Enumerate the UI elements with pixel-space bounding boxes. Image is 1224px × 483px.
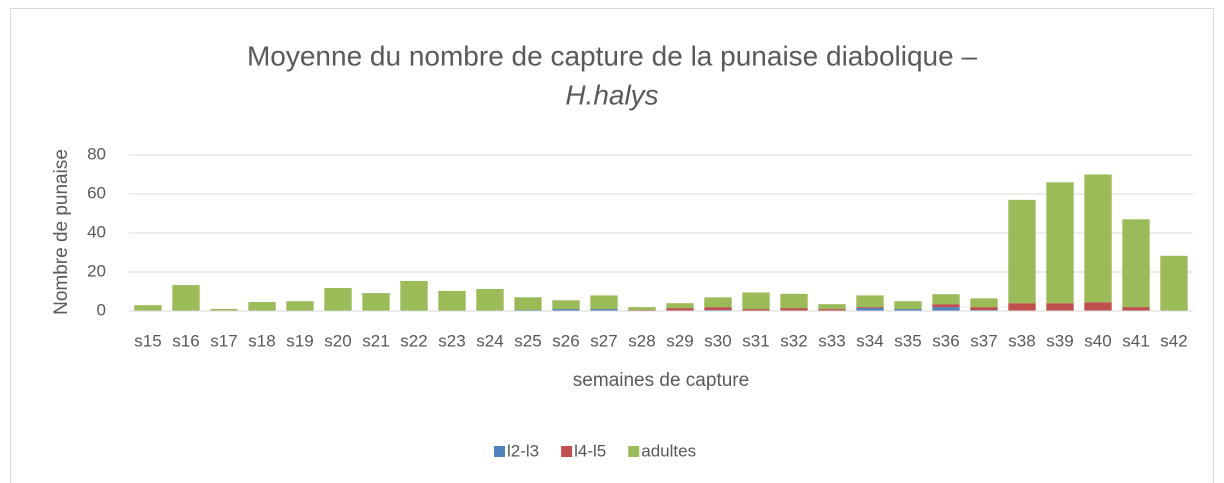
bar-segment <box>476 288 504 311</box>
bar-segment <box>970 298 998 308</box>
bar-segment <box>1084 302 1112 311</box>
bar-segment <box>210 309 238 311</box>
bar-segment <box>742 309 770 311</box>
bar-segment <box>1160 255 1188 311</box>
bar-segment <box>172 285 200 311</box>
x-tick-label: s18 <box>248 331 275 350</box>
chart-title: Moyenne du nombre de capture de la punai… <box>247 40 978 71</box>
bar-segment <box>248 302 276 311</box>
bar-segment <box>324 287 352 311</box>
bar-segment <box>1046 182 1074 304</box>
bar-segment <box>514 297 542 311</box>
x-tick-label: s32 <box>780 331 807 350</box>
legend-label: l4-l5 <box>574 441 606 460</box>
x-tick-label: s31 <box>742 331 769 350</box>
bar-segment <box>1008 199 1036 304</box>
bar-segment <box>856 295 884 308</box>
x-tick-label: s30 <box>704 331 731 350</box>
x-tick-label: s42 <box>1160 331 1187 350</box>
x-tick-label: s29 <box>666 331 693 350</box>
x-tick-label: s22 <box>400 331 427 350</box>
legend-swatch <box>628 446 640 457</box>
bar-segment <box>818 309 846 311</box>
bar-segment <box>628 307 656 311</box>
bar-segment <box>932 307 960 311</box>
bar-segment <box>552 309 580 311</box>
x-tick-label: s15 <box>134 331 161 350</box>
bar-segment <box>1122 219 1150 308</box>
x-tick-label: s24 <box>476 331 503 350</box>
bar-segment <box>704 307 732 311</box>
bar-segment <box>894 301 922 310</box>
x-tick-label: s19 <box>286 331 313 350</box>
legend-swatch <box>494 446 505 457</box>
bar-segment <box>856 307 884 309</box>
x-tick-label: s37 <box>970 331 997 350</box>
bar-segment <box>590 309 618 311</box>
bar-segment <box>438 290 466 311</box>
bar-segment <box>1008 303 1036 311</box>
x-tick-label: s36 <box>932 331 959 350</box>
bar-segment <box>704 297 732 308</box>
bar-segment <box>362 293 390 311</box>
bar-segment <box>666 308 694 311</box>
bar-segment <box>666 303 694 309</box>
x-tick-label: s16 <box>172 331 199 350</box>
y-axis-title: Nombre de punaise <box>51 149 72 315</box>
x-tick-label: s27 <box>590 331 617 350</box>
bar-segment <box>818 304 846 310</box>
bar-segment <box>742 292 770 310</box>
y-tick-label: 0 <box>97 300 106 319</box>
bar-segment <box>552 300 580 310</box>
bar-segment <box>856 308 884 311</box>
y-tick-label: 40 <box>87 222 106 241</box>
x-tick-label: s17 <box>210 331 237 350</box>
bar-segment <box>590 295 618 310</box>
bar-segment <box>400 280 428 311</box>
y-tick-label: 60 <box>87 183 106 202</box>
legend-swatch <box>561 446 573 457</box>
bar-segment <box>134 305 162 311</box>
chart-subtitle: H.halys <box>565 79 658 110</box>
bar-segment <box>970 307 998 311</box>
x-tick-label: s34 <box>856 331 883 350</box>
x-tick-label: s26 <box>552 331 579 350</box>
x-tick-label: s38 <box>1008 331 1035 350</box>
bar-segment <box>894 309 922 311</box>
bar-segment <box>1084 174 1112 303</box>
x-tick-label: s20 <box>324 331 351 350</box>
x-tick-label: s28 <box>628 331 655 350</box>
bar-segment <box>286 301 314 311</box>
bar-segment <box>1046 303 1074 311</box>
x-tick-label: s35 <box>894 331 921 350</box>
legend-label: l2-l3 <box>507 441 539 460</box>
x-tick-label: s21 <box>362 331 389 350</box>
bar-segment <box>1122 307 1150 311</box>
y-tick-label: 20 <box>87 261 106 280</box>
bar-segment <box>780 308 808 311</box>
x-tick-label: s33 <box>818 331 845 350</box>
bar-segment <box>780 293 808 309</box>
x-tick-label: s41 <box>1122 331 1149 350</box>
x-tick-label: s25 <box>514 331 541 350</box>
x-tick-label: s23 <box>438 331 465 350</box>
y-tick-label: 80 <box>87 144 106 163</box>
bar-segment <box>932 304 960 308</box>
x-tick-label: s40 <box>1084 331 1111 350</box>
x-tick-label: s39 <box>1046 331 1073 350</box>
bar-segment <box>932 294 960 305</box>
legend-label: adultes <box>641 441 696 460</box>
x-axis-title: semaines de capture <box>573 370 749 391</box>
